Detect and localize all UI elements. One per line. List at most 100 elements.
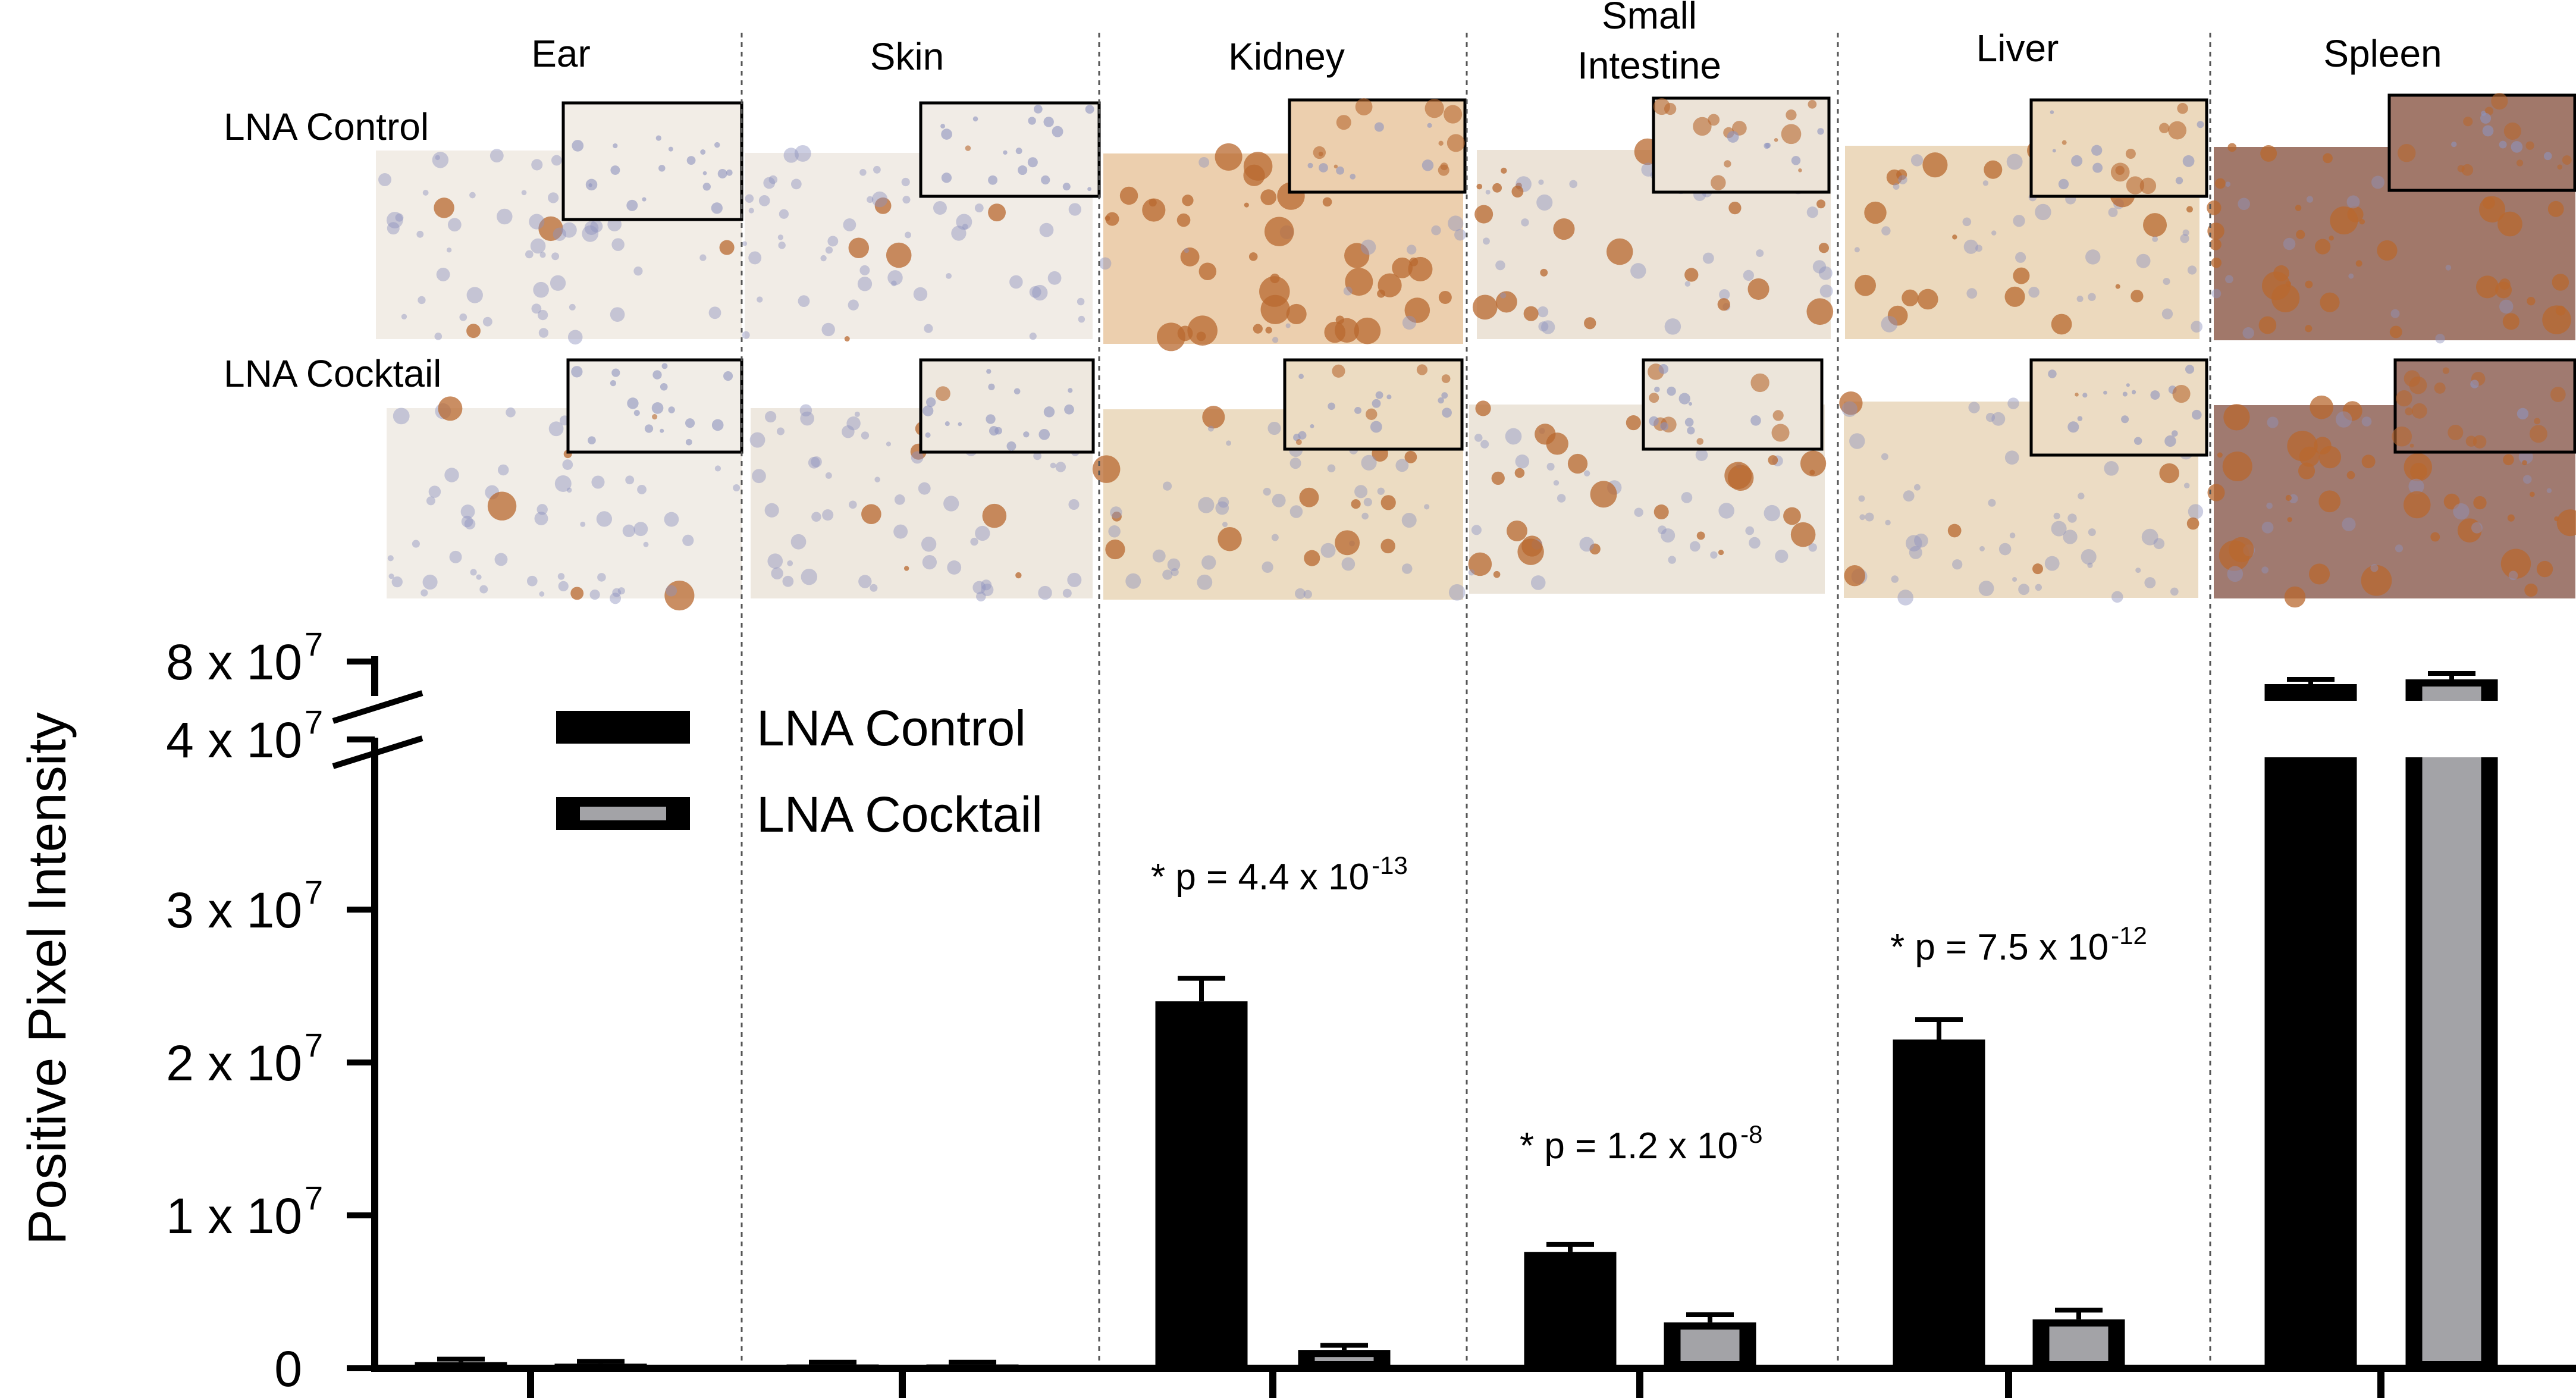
inset-stain-spot (1018, 165, 1028, 175)
stain-spot (558, 581, 569, 592)
stain-spot (2180, 234, 2189, 243)
stain-spot (902, 196, 911, 204)
inset-stain-spot (2091, 145, 2103, 156)
stain-spot (859, 169, 867, 176)
stain-spot (633, 267, 643, 276)
inset-stain-spot (2122, 391, 2128, 397)
stain-spot (1474, 205, 1493, 224)
stain-spot (811, 456, 822, 468)
stain-spot (767, 553, 783, 569)
inset-stain-spot (1310, 424, 1314, 428)
stain-spot (1068, 203, 1081, 216)
stain-spot (434, 333, 443, 340)
tissue-label-ear: Ear (531, 32, 591, 75)
stain-spot (2435, 334, 2445, 344)
stain-spot (1207, 425, 1214, 432)
stain-spot (2361, 565, 2392, 596)
inset-stain-spot (2550, 387, 2566, 402)
stain-spot (1092, 455, 1121, 483)
stain-spot (778, 242, 786, 249)
stain-spot (2371, 175, 2385, 189)
stain-spot (2346, 471, 2355, 479)
inset-stain-spot (2126, 383, 2130, 387)
stain-spot (1661, 528, 1676, 543)
stain-spot (1897, 590, 1913, 606)
inset-stain-spot (925, 432, 931, 438)
legend-swatch-lna-control (556, 711, 690, 744)
stain-spot (874, 477, 880, 482)
stain-spot (2225, 275, 2233, 284)
inset-stain-spot (2092, 162, 2103, 173)
stain-spot (1859, 514, 1866, 521)
stain-spot (386, 212, 403, 228)
stain-spot (2377, 240, 2398, 261)
stain-spot (611, 238, 625, 251)
stain-spot (887, 270, 903, 286)
stain-spot (497, 464, 509, 476)
stain-spot (1514, 468, 1525, 478)
inset-stain-spot (2133, 437, 2142, 445)
inset-stain-spot (660, 428, 664, 433)
stain-spot (1260, 189, 1277, 205)
stain-spot (1197, 574, 1213, 590)
stain-spot (2329, 236, 2334, 241)
stain-spot (1050, 462, 1056, 469)
stain-spot (924, 324, 933, 333)
inset-stain-spot (2511, 141, 2523, 153)
stain-spot (2430, 532, 2440, 542)
stain-spot (820, 255, 827, 262)
stain-spot (1984, 160, 2003, 179)
inset-stain-spot (1684, 418, 1694, 427)
stain-spot (1335, 530, 1360, 556)
stain-spot (782, 575, 794, 587)
bar-group-spleen-lna-cocktail (2405, 671, 2498, 1368)
stain-spot (1201, 555, 1216, 570)
inset-stain-spot (572, 140, 584, 152)
inset-stain-spot (2503, 122, 2521, 140)
micrograph-spleen-cocktail (2207, 358, 2576, 608)
stain-spot (1392, 257, 1413, 278)
micrograph-small-intestine-cocktail (1468, 358, 1827, 594)
stain-spot (2305, 325, 2313, 333)
stain-spot (749, 432, 765, 448)
inset-stain-spot (655, 135, 661, 141)
stain-spot (2260, 145, 2277, 162)
stain-spot (2136, 253, 2151, 268)
stain-spot (1808, 543, 1817, 552)
stain-spot (1361, 512, 1369, 520)
stain-spot (2348, 273, 2354, 279)
micrograph-ear-control (376, 101, 743, 345)
inset-stain-spot (2062, 140, 2067, 145)
stain-spot (1354, 485, 1368, 499)
inset-stain-spot (1447, 134, 1465, 152)
x-axis-ticks (527, 1368, 2384, 1398)
inset-stain-spot (940, 124, 946, 129)
inset-stain-spot (1038, 429, 1050, 440)
tissue-label-liver: Liver (1976, 27, 2059, 70)
stain-spot (2188, 504, 2204, 519)
stain-spot (1988, 499, 1996, 507)
stain-spot (1590, 481, 1617, 508)
inset-stain-spot (660, 383, 668, 391)
stain-spot (918, 482, 931, 495)
stain-spot (529, 214, 545, 230)
stain-spot (526, 575, 538, 587)
stain-spot (1099, 257, 1112, 270)
inset-stain-spot (2197, 121, 2204, 128)
inset-stain-spot (585, 178, 598, 191)
stain-spot (2330, 206, 2358, 235)
inset-stain-spot (1034, 105, 1043, 114)
inset-stain-spot (1043, 406, 1055, 418)
stain-spot (470, 569, 477, 576)
inset-stain-spot (2525, 141, 2534, 150)
stain-spot (2295, 205, 2302, 211)
inset-stain-spot (1068, 388, 1073, 393)
stain-spot (490, 149, 504, 163)
stain-spot (597, 573, 606, 582)
stain-spot (1641, 162, 1655, 177)
stain-spot (1180, 247, 1200, 267)
inset-stain-spot (668, 146, 673, 152)
y-axis-title: Positive Pixel Intensity (18, 712, 77, 1245)
inset-stain-spot (627, 397, 639, 409)
stain-spot (537, 309, 548, 321)
